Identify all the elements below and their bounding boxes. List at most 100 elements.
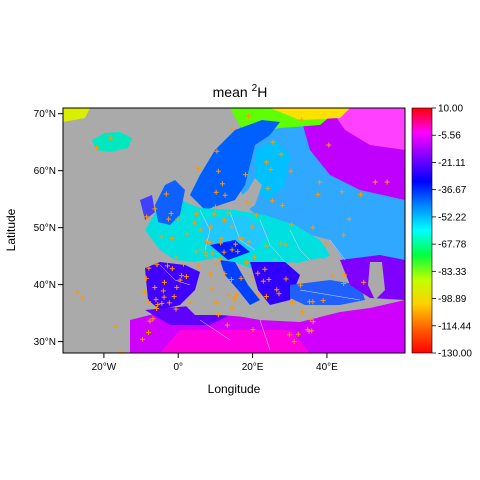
station-marker [298,282,304,288]
station-marker [306,328,312,334]
station-marker [326,142,332,148]
baltic-sea [232,178,262,212]
station-marker [198,246,204,252]
y-tick-label: 50°N [34,223,56,234]
station-marker [238,275,244,281]
station-marker [147,318,153,324]
station-marker [195,263,201,269]
station-marker [80,295,86,301]
station-marker [274,287,280,293]
station-marker [249,274,255,280]
y-tick-label: 30°N [34,337,56,348]
station-marker [317,179,322,185]
station-marker [225,210,231,216]
legend-tick-label: -36.67 [438,185,467,196]
y-tick-label: 40°N [34,280,56,291]
station-marker [221,249,227,255]
station-marker [229,247,235,253]
station-marker [330,273,336,279]
station-marker [315,192,321,198]
station-marker [118,349,124,353]
station-marker [286,332,292,338]
station-marker [243,172,249,178]
station-marker [310,225,316,231]
y-axis: 30°N 40°N 50°N 60°N 70°N [34,109,63,348]
station-marker [225,292,231,298]
station-marker [192,220,198,226]
x-axis: 20°W 0° 20°E 40°E [92,353,338,373]
station-marker [278,241,284,247]
legend-tick-label: -130.00 [438,349,472,360]
arctic-field [330,108,405,150]
station-marker [346,216,352,222]
station-marker [372,179,378,185]
station-marker [169,266,175,272]
station-marker [213,189,219,195]
station-marker [152,284,158,290]
station-marker [94,145,100,151]
station-marker [159,234,165,240]
station-marker [231,296,237,302]
station-marker [155,302,161,308]
station-marker [183,274,189,280]
station-marker [168,210,174,216]
station-marker [265,185,271,191]
station-marker [173,254,179,260]
station-marker [244,259,250,265]
station-marker [214,261,220,267]
station-marker [140,336,146,342]
station-marker [222,192,228,198]
station-marker [146,299,151,305]
uk-field [155,180,185,225]
station-marker [229,305,235,311]
station-marker [263,294,269,300]
scandinavia-field [190,120,280,210]
station-marker [263,159,269,165]
station-marker [150,316,156,322]
station-marker [276,291,282,297]
station-marker [268,167,274,173]
anatolia-field [290,280,365,305]
station-marker [361,279,367,285]
station-marker [295,331,301,337]
legend-tick-label: 10.00 [438,104,463,115]
station-marker [270,139,276,145]
station-marker [279,202,285,208]
station-marker [169,235,175,241]
country-borders [159,209,361,351]
x-tick-label: 20°W [92,362,117,373]
station-marker [193,211,199,217]
station-marker [208,271,214,277]
station-marker [193,249,199,255]
station-marker [174,284,180,290]
station-marker [323,241,329,247]
ireland-field [140,195,155,220]
station-marker [235,249,241,255]
station-marker [239,235,245,241]
caspian-sea [368,262,385,300]
greenland-field [63,108,90,122]
legend-tick-label: -98.89 [438,294,467,305]
station-marker [164,263,170,269]
station-marker [112,324,118,330]
station-marker [222,271,228,277]
station-marker [260,278,266,284]
station-marker [215,168,221,174]
station-marker [358,192,364,198]
station-marker [218,240,224,246]
station-marker [320,298,326,304]
station-marker [173,306,179,312]
station-marker [306,299,312,305]
station-marker [245,113,251,119]
station-marker [160,288,166,294]
station-marker [221,217,227,223]
station-marker [203,238,209,244]
station-marker [289,222,295,228]
station-marker [204,253,210,259]
station-marker [232,241,238,247]
station-marker [208,224,214,230]
station-marker [152,206,158,212]
station-marker [154,262,160,268]
station-marker [179,273,185,279]
